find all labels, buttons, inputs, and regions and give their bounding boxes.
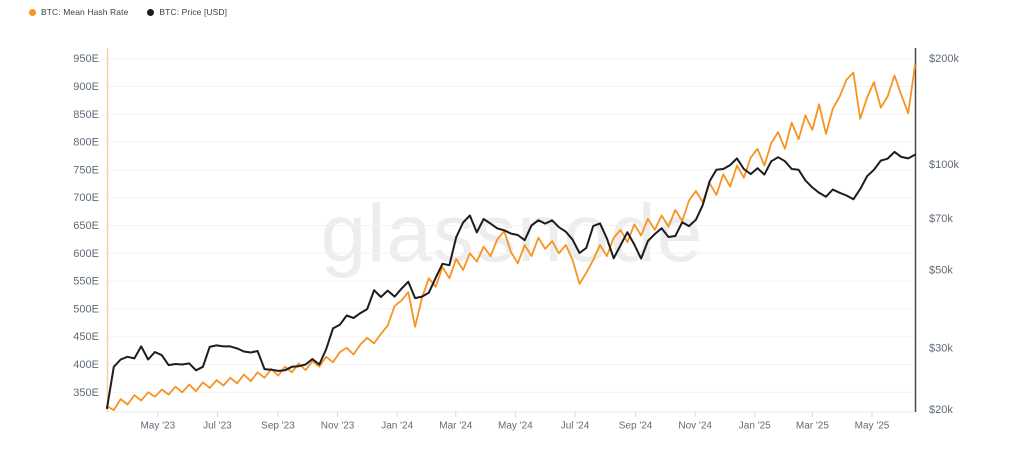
x-axis-tick-label: Mar '25 bbox=[796, 421, 829, 432]
legend-item-hash-rate[interactable]: BTC: Mean Hash Rate bbox=[29, 7, 128, 17]
right-axis-tick-label: $70k bbox=[929, 213, 953, 225]
right-axis-labels: $200k $100k $70k $50k $30k $20k bbox=[929, 53, 959, 416]
left-axis-tick-label: 400E bbox=[73, 359, 99, 371]
x-axis-tick-marks bbox=[157, 412, 873, 417]
x-axis-tick-label: Sep '23 bbox=[261, 421, 295, 432]
left-axis-labels: 950E 900E 850E 800E 750E 700E 650E 600E 550E 500E… bbox=[73, 53, 99, 399]
gridlines bbox=[107, 58, 915, 393]
x-axis-tick-label: May '25 bbox=[855, 421, 890, 432]
x-axis-labels: May '23 Jul '23 Sep '23 Nov '23 Jan '24 Mar '… bbox=[140, 421, 889, 432]
left-axis-tick-label: 550E bbox=[73, 276, 99, 288]
hash-rate-series-dot-icon bbox=[29, 8, 36, 16]
left-axis-tick-label: 900E bbox=[73, 81, 99, 93]
left-axis-tick-label: 650E bbox=[73, 220, 99, 232]
right-axis-tick-label: $50k bbox=[929, 265, 953, 277]
x-axis-tick-label: Jan '24 bbox=[381, 421, 413, 432]
x-axis-tick-label: May '23 bbox=[140, 421, 175, 432]
x-axis-tick-label: Jul '24 bbox=[561, 421, 590, 432]
right-axis-tick-label: $20k bbox=[929, 404, 953, 416]
left-axis-tick-label: 750E bbox=[73, 164, 99, 176]
legend-item-price[interactable]: BTC: Price [USD] bbox=[147, 7, 227, 17]
right-axis-tick-label: $30k bbox=[929, 342, 953, 354]
left-axis-tick-label: 950E bbox=[73, 53, 99, 65]
left-axis-tick-label: 350E bbox=[73, 387, 99, 399]
x-axis-tick-label: Sep '24 bbox=[619, 421, 653, 432]
right-axis-tick-label: $200k bbox=[929, 53, 959, 65]
plot-hover-area[interactable] bbox=[107, 48, 915, 412]
x-axis-tick-label: Jul '23 bbox=[203, 421, 232, 432]
left-axis-tick-label: 500E bbox=[73, 303, 99, 315]
price-line bbox=[106, 150, 916, 410]
x-axis-tick-label: Mar '24 bbox=[439, 421, 472, 432]
x-axis-tick-label: Jan '25 bbox=[739, 421, 771, 432]
left-axis-tick-label: 600E bbox=[73, 248, 99, 260]
price-series-dot-icon bbox=[147, 8, 155, 16]
x-axis-tick-label: May '24 bbox=[498, 421, 533, 432]
left-axis-tick-label: 850E bbox=[73, 109, 99, 121]
left-axis-tick-label: 450E bbox=[73, 331, 99, 343]
x-axis-tick-label: Nov '23 bbox=[321, 421, 355, 432]
left-axis-tick-label: 700E bbox=[73, 192, 99, 204]
legend: BTC: Mean Hash Rate BTC: Price [USD] bbox=[29, 7, 227, 17]
legend-label-hash-rate: BTC: Mean Hash Rate bbox=[41, 7, 129, 17]
x-axis-tick-label: Nov '24 bbox=[678, 421, 712, 432]
hash-rate-line bbox=[106, 64, 916, 412]
right-axis-tick-label: $100k bbox=[929, 159, 959, 171]
left-axis-tick-label: 800E bbox=[73, 137, 99, 149]
legend-label-price: BTC: Price [USD] bbox=[159, 7, 228, 17]
